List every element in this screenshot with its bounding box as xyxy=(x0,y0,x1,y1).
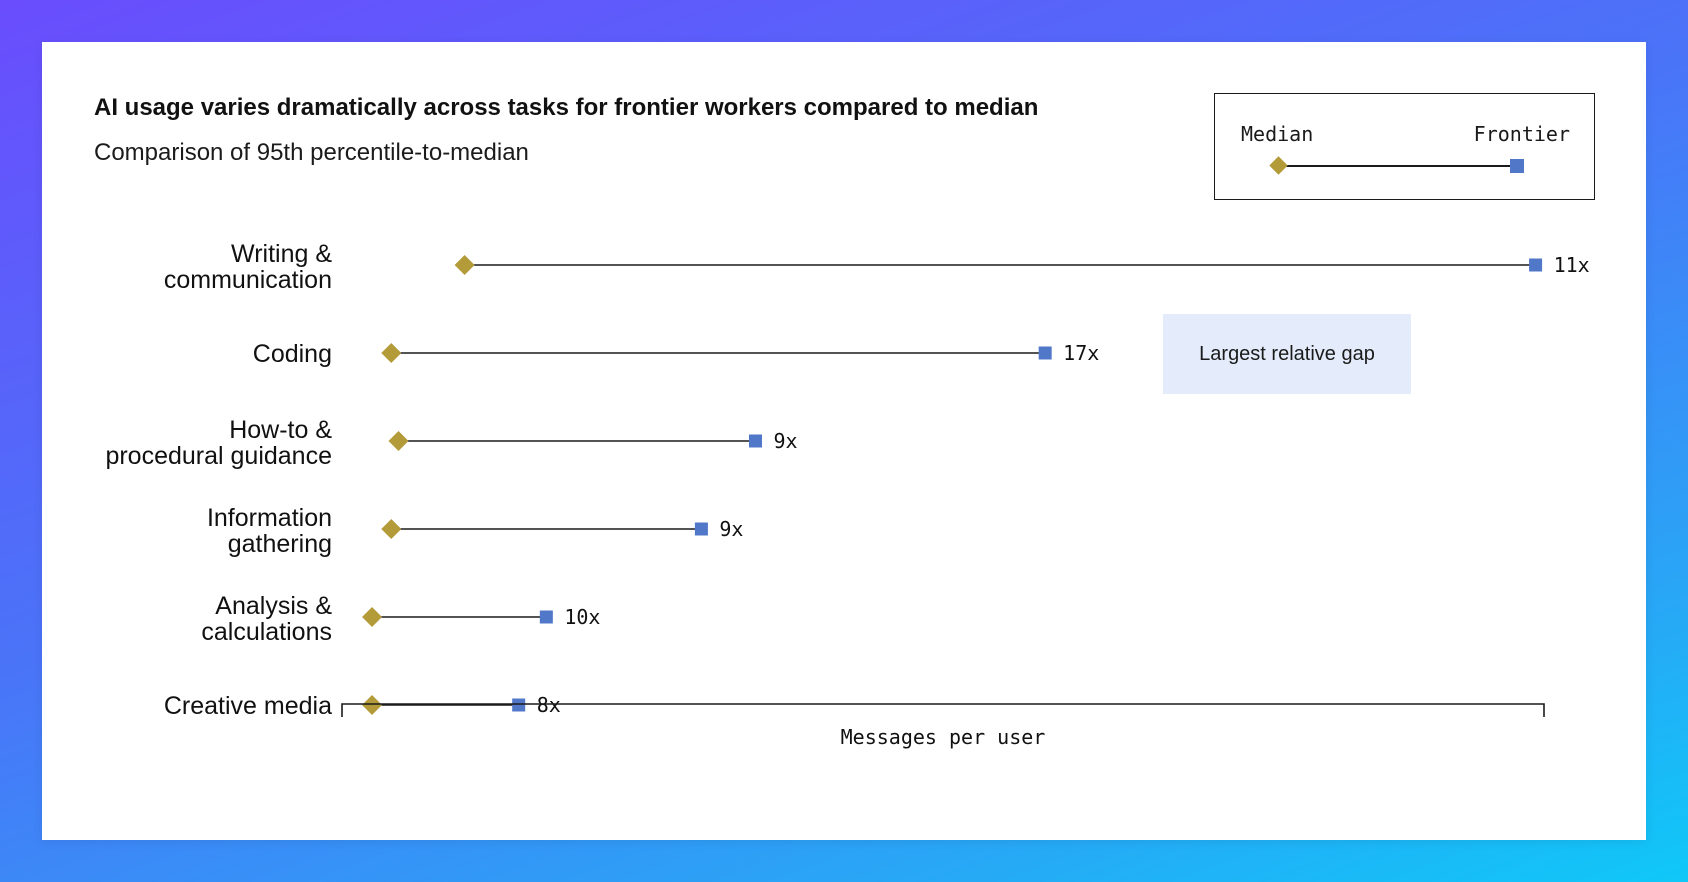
frontier-point xyxy=(1529,258,1543,272)
median-point xyxy=(381,519,402,539)
legend-median-label: Median xyxy=(1241,122,1314,146)
category-label: Information gathering xyxy=(207,504,332,558)
category-label: Writing & communication xyxy=(164,240,332,294)
legend-frontier-square-icon xyxy=(1510,159,1524,173)
category-label: Analysis & calculations xyxy=(201,592,332,646)
category-label-line: Information xyxy=(207,504,332,532)
ratio-label: 10x xyxy=(564,605,600,629)
frontier-point xyxy=(1038,346,1052,360)
category-label-line: calculations xyxy=(201,618,332,646)
median-point xyxy=(381,343,402,363)
ratio-label: 8x xyxy=(537,693,561,717)
category-label-line: Analysis & xyxy=(215,592,332,620)
legend-connector-line xyxy=(1279,165,1517,167)
chart-subtitle: Comparison of 95th percentile-to-median xyxy=(94,139,529,166)
category-label-line: Writing & xyxy=(231,240,332,268)
chart-card: AI usage varies dramatically across task… xyxy=(42,42,1646,840)
category-label: How-to & procedural guidance xyxy=(105,416,332,470)
median-point xyxy=(388,431,409,451)
median-point xyxy=(362,695,383,715)
x-axis-bracket xyxy=(341,703,1545,717)
category-label-line: procedural guidance xyxy=(105,442,332,470)
largest-gap-callout: Largest relative gap xyxy=(1163,314,1411,394)
category-label-line: How-to & xyxy=(229,416,332,444)
category-label-line: gathering xyxy=(228,530,332,558)
frontier-point xyxy=(694,522,708,536)
legend: Median Frontier xyxy=(1214,93,1595,200)
legend-frontier-label: Frontier xyxy=(1473,122,1570,146)
category-label-line: communication xyxy=(164,266,332,294)
chart-title: AI usage varies dramatically across task… xyxy=(94,94,1039,121)
frontier-point xyxy=(539,610,553,624)
dumbbell-plot: 11x Writing & communication 17x Coding 9x How-… xyxy=(105,240,1590,749)
category-label: Coding xyxy=(253,340,332,368)
ratio-label: 11x xyxy=(1554,253,1590,277)
ratio-label: 9x xyxy=(719,517,743,541)
ratio-label: 17x xyxy=(1063,341,1099,365)
median-point xyxy=(362,607,383,627)
category-label: Creative media xyxy=(164,692,332,720)
x-axis-label: Messages per user xyxy=(841,725,1046,749)
ratio-label: 9x xyxy=(773,429,797,453)
frontier-point xyxy=(748,434,762,448)
median-point xyxy=(454,255,475,275)
frontier-point xyxy=(512,698,526,712)
